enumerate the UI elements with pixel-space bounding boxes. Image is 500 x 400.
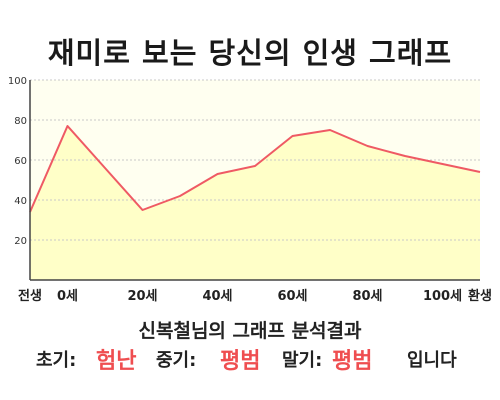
area-fill [30,126,480,280]
series-line [29,125,481,213]
y-tick-label: 100 [8,76,27,87]
mid-value: 평범 [220,349,261,374]
early-value: 험난 [96,349,137,374]
early-label: 초기: [36,350,77,371]
x-tick-label: 60세 [277,289,307,304]
x-tick-label: 전생 [18,288,42,304]
x-tick-label: 80세 [352,289,382,304]
x-tick-label: 40세 [202,289,232,304]
x-tick-label: 0세 [57,289,78,304]
late-label: 말기: [282,350,323,371]
x-tick-label: 100세 [423,289,462,304]
y-tick-label: 20 [14,236,27,247]
page-title: 재미로 보는 당신의 인생 그래프 [47,36,453,70]
late-value: 평범 [332,349,373,374]
x-tick-label: 환생 [468,288,492,304]
y-tick-label: 40 [14,196,27,207]
analysis-summary: 신복철님의 그래프 분석결과 [138,320,362,342]
y-tick-label: 60 [14,156,27,167]
mid-label: 중기: [156,350,197,371]
x-tick-label: 20세 [127,289,157,304]
verdict-suffix: 입니다 [407,350,457,371]
y-tick-label: 80 [14,116,27,127]
